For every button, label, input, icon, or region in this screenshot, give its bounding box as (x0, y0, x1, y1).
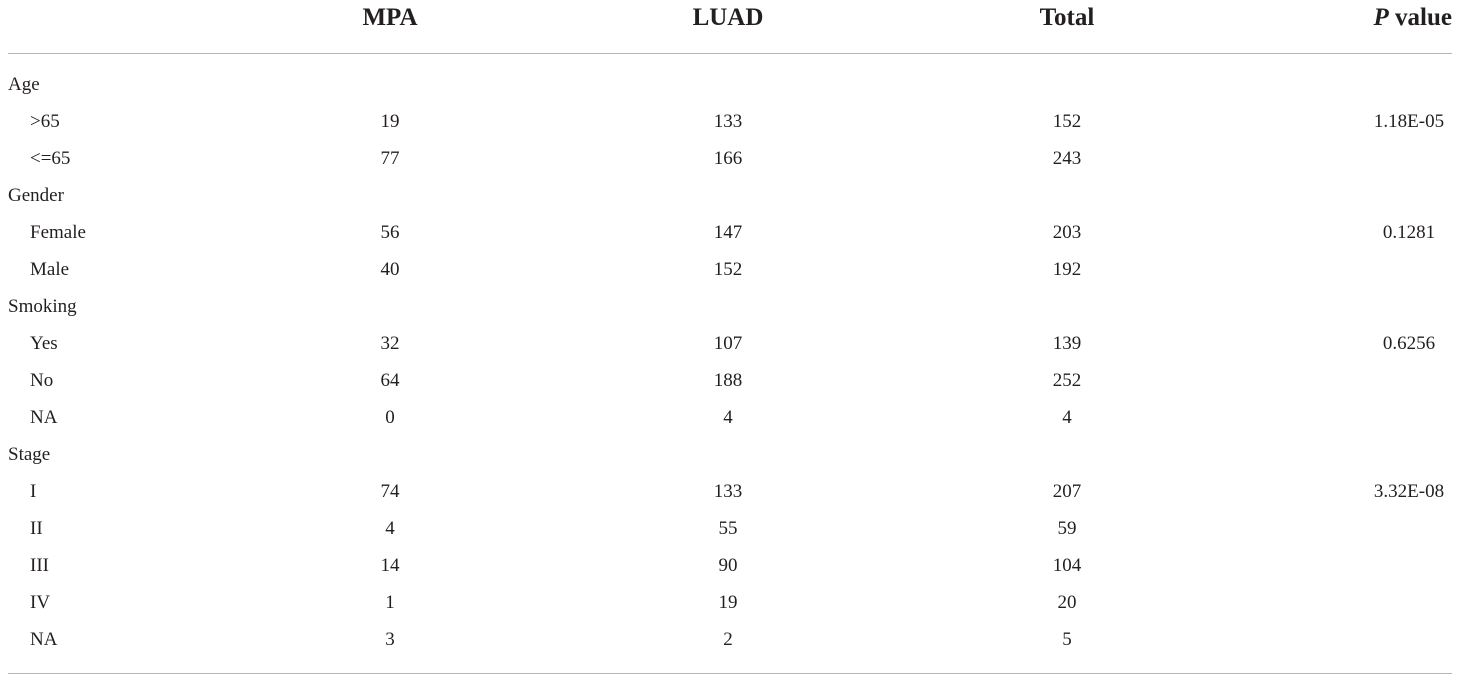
header-value-word: value (1388, 4, 1452, 31)
cell-total: 207 (1052, 481, 1082, 502)
row-label: Yes (30, 333, 58, 354)
cell-luad: 55 (718, 518, 738, 539)
cell-mpa: 19 (380, 111, 400, 132)
cell-total: 139 (1052, 333, 1082, 354)
cell-mpa: 56 (380, 222, 400, 243)
cell-mpa: 14 (380, 555, 400, 576)
row-label: No (30, 370, 54, 391)
row-label: NA (30, 629, 58, 650)
cell-mpa: 4 (385, 518, 395, 539)
row-label: >65 (30, 111, 60, 132)
cell-luad: 152 (713, 259, 743, 280)
cell-total: 20 (1057, 592, 1077, 613)
header-divider (8, 53, 1452, 54)
header-p-letter: P (1373, 4, 1389, 31)
cell-p-value: 3.32E-08 (1373, 481, 1445, 502)
row-label: IV (30, 592, 51, 613)
cell-total: 152 (1052, 111, 1082, 132)
row-label: NA (30, 407, 58, 428)
table-row: Male 40 152 192 (0, 251, 1460, 288)
cell-p-value: 0.1281 (1382, 222, 1436, 243)
table-row: No 64 188 252 (0, 362, 1460, 399)
header-p-value: P value (1374, 3, 1452, 33)
row-label: III (30, 555, 49, 576)
cell-total: 59 (1057, 518, 1077, 539)
table-row: II 4 55 59 (0, 510, 1460, 547)
cell-total: 192 (1052, 259, 1082, 280)
cell-luad: 4 (723, 407, 733, 428)
row-label: I (30, 481, 37, 502)
row-label: Female (30, 222, 86, 243)
group-row: Age (0, 66, 1460, 103)
row-label: Male (30, 259, 70, 280)
row-label: II (30, 518, 43, 539)
cell-total: 252 (1052, 370, 1082, 391)
group-label: Gender (8, 185, 64, 206)
table-row: NA 0 4 4 (0, 399, 1460, 436)
group-row: Gender (0, 177, 1460, 214)
cell-total: 5 (1062, 629, 1072, 650)
cell-mpa: 64 (380, 370, 400, 391)
cell-luad: 188 (713, 370, 743, 391)
cell-mpa: 74 (380, 481, 400, 502)
header-luad: LUAD (692, 4, 764, 31)
cell-luad: 2 (723, 629, 733, 650)
cell-luad: 90 (718, 555, 738, 576)
cell-mpa: 3 (385, 629, 395, 650)
cell-total: 243 (1052, 148, 1082, 169)
cell-mpa: 32 (380, 333, 400, 354)
table-row: I 74 133 207 3.32E-08 (0, 473, 1460, 510)
table-row: NA 3 2 5 (0, 621, 1460, 658)
table-row: >65 19 133 152 1.18E-05 (0, 103, 1460, 140)
table-row: IV 1 19 20 (0, 584, 1460, 621)
cell-luad: 147 (713, 222, 743, 243)
table-row: Female 56 147 203 0.1281 (0, 214, 1460, 251)
cell-luad: 133 (713, 111, 743, 132)
cell-total: 4 (1062, 407, 1072, 428)
table-row: <=65 77 166 243 (0, 140, 1460, 177)
bottom-rule (8, 673, 1452, 674)
cell-mpa: 40 (380, 259, 400, 280)
group-label: Smoking (8, 296, 77, 317)
cell-mpa: 1 (385, 592, 395, 613)
cell-total: 203 (1052, 222, 1082, 243)
table-row: III 14 90 104 (0, 547, 1460, 584)
cell-luad: 19 (718, 592, 738, 613)
cell-mpa: 0 (385, 407, 395, 428)
cell-luad: 107 (713, 333, 743, 354)
header-mpa: MPA (362, 4, 418, 31)
group-row: Smoking (0, 288, 1460, 325)
row-label: <=65 (30, 148, 71, 169)
cell-p-value: 0.6256 (1382, 333, 1436, 354)
cell-mpa: 77 (380, 148, 400, 169)
group-row: Stage (0, 436, 1460, 473)
group-label: Stage (8, 444, 51, 465)
table-row: Yes 32 107 139 0.6256 (0, 325, 1460, 362)
cell-p-value: 1.18E-05 (1373, 111, 1445, 132)
cell-luad: 166 (713, 148, 743, 169)
header-total: Total (1039, 4, 1095, 31)
cell-luad: 133 (713, 481, 743, 502)
cell-total: 104 (1052, 555, 1082, 576)
group-label: Age (8, 74, 40, 95)
